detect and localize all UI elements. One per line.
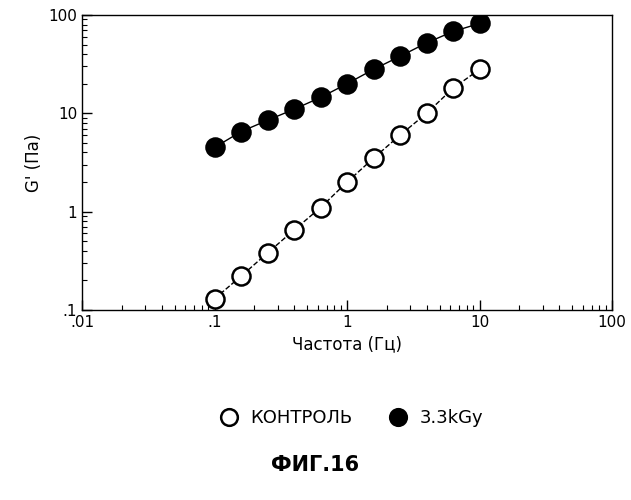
Text: ФИГ.16: ФИГ.16 bbox=[271, 455, 360, 475]
X-axis label: Частота (Гц): Частота (Гц) bbox=[292, 336, 402, 353]
Legend: КОНТРОЛЬ, 3.3kGy: КОНТРОЛЬ, 3.3kGy bbox=[204, 402, 490, 434]
Y-axis label: G' (Па): G' (Па) bbox=[25, 134, 43, 192]
